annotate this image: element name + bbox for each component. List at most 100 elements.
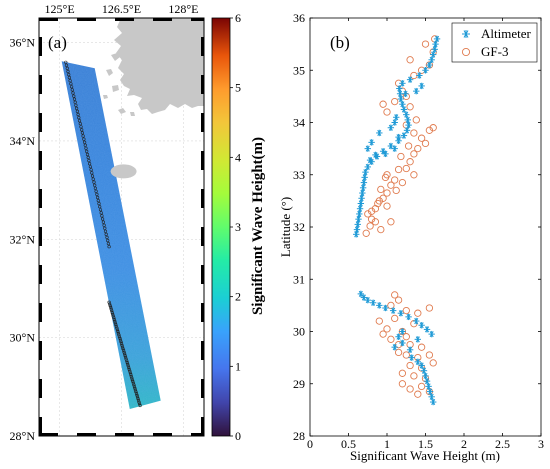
altimeter-track-point [108,304,112,308]
altimeter-track-point [69,82,73,86]
legend: Altimeter GF-3 [451,22,538,63]
altimeter-point [399,101,406,108]
altimeter-track-point [90,174,95,178]
altimeter-track-point [116,329,120,334]
panel-a-label: (a) [48,33,67,52]
altimeter-track-point [135,395,140,399]
altimeter-point [360,179,368,186]
altimeter-point [395,133,402,141]
swath-texture [61,61,161,410]
map-x-tick-label: 125°E [45,2,75,16]
altimeter-point [431,46,438,53]
gf3-point [367,215,376,223]
altimeter-track-point [82,140,87,144]
map-y-tick-label: 34°N [10,134,36,148]
altimeter-track-point [122,350,126,354]
altimeter-track-point [103,229,108,233]
x-axis-label: Significant Wave Height (m) [350,448,500,463]
gf3-point [398,369,407,377]
map-frame-bar [191,433,204,436]
altimeter-track-point [94,189,98,193]
gf3-point [394,348,403,357]
altimeter-track-point [68,79,72,83]
scatter-points [353,35,441,406]
altimeter-track-point [95,195,100,200]
panel-b-label: (b) [330,33,350,52]
altimeter-track-point [71,91,75,95]
altimeter-track-point [103,226,107,230]
gf3-point [383,325,391,333]
map-frame-bar [201,75,204,94]
altimeter-track-point [107,300,111,304]
gf3-point [425,351,434,359]
legend-marker-gf3 [461,47,471,57]
altimeter-track-point [100,214,104,218]
altimeter-point [422,372,429,380]
altimeter-point [359,184,367,192]
altimeter-track-point [133,388,137,392]
y-axis-label: Latitude (°) [278,197,293,257]
gf3-point [383,108,391,116]
map-frame-bar [201,303,204,322]
gf3-point [392,186,400,195]
altimeter-point [404,116,411,124]
altimeter-point [406,76,414,83]
map-frame-bar [115,18,134,21]
altimeter-point [423,377,431,385]
gf3-point [391,176,399,184]
map-panel: 125°E 126.5°E 128°E 28°N 30°N 32°N 34°N 36°N (a… [10,2,205,443]
gf3-point [387,335,395,343]
altimeter-track-point [107,302,112,306]
colorbar-ticks: 0 1 2 3 4 5 6 [230,11,241,443]
altimeter-track-point [76,112,80,117]
map-frame-bar [77,18,96,21]
altimeter-track-point [110,309,114,313]
gf3-point [379,194,387,202]
gf3-point [425,304,434,312]
map-frame-bar [39,341,42,360]
altimeter-track-point [87,159,91,163]
altimeter-point [391,145,398,152]
altimeter-track-point [97,202,101,206]
altimeter-track-point [72,94,76,98]
land-mass [103,18,204,116]
altimeter-track-point [137,402,142,406]
gf3-point [421,139,430,148]
map-frame-bar [39,227,42,246]
altimeter-point [393,114,400,121]
altimeter-track-point [69,85,74,89]
y-tick-label: 35 [293,63,305,77]
colorbar-tick-label: 6 [235,11,241,25]
altimeter-track-point [126,364,130,368]
altimeter-track-point [112,316,116,320]
altimeter-track-point [128,371,132,375]
gf3-point [383,189,391,197]
map-tick-labels: 125°E 126.5°E 128°E 28°N 30°N 32°N 34°N 36°N [10,2,199,443]
altimeter-track-point [128,369,132,373]
plot-area [309,17,542,437]
gf3-point [379,330,387,338]
altimeter-point [396,85,403,92]
map-x-tick-label: 128°E [168,2,198,16]
altimeter-track-point [80,131,84,135]
map-frame-bar [191,18,204,21]
scatter-ticks: 0 0.5 1 1.5 2 2.5 3 28 29 30 31 32 33 34 35 36 [293,11,544,451]
gf3-point [387,181,395,189]
map-frame-bar [201,113,204,132]
x-tick-label: 2.5 [495,437,510,451]
map-frame-bar [201,379,204,398]
map-frame-bar [39,189,42,208]
altimeter-point [422,67,429,74]
colorbar-tick-label: 5 [235,81,241,95]
map-y-tick-label: 30°N [10,331,36,345]
gf3-point [366,222,374,230]
altimeter-point [358,195,365,202]
altimeter-track-point [74,106,79,110]
altimeter-track-point [104,232,108,236]
altimeter-point [428,56,435,63]
gf3-point [417,134,426,142]
legend-marker-altimeter [462,30,470,38]
altimeter-point [397,310,405,317]
altimeter-track-point [75,109,79,113]
